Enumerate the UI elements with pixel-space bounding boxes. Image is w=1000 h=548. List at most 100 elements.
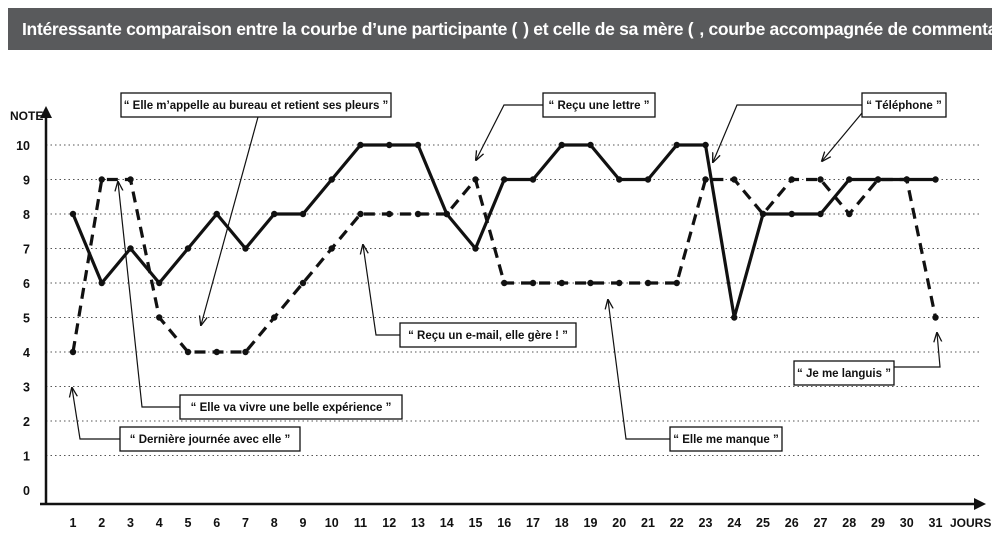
solid-series-point: [616, 176, 623, 183]
dashed-series-point: [616, 279, 623, 287]
x-tick-label: 1: [70, 516, 77, 530]
annotation-box: [542, 92, 656, 118]
x-tick-label: 25: [756, 516, 770, 530]
data-series: [69, 141, 939, 356]
x-tick-label: 26: [785, 516, 799, 530]
dashed-series-point: [558, 279, 565, 287]
annotation: “ Dernière journée avec elle ”: [72, 388, 301, 452]
solid-series-point: [271, 210, 278, 218]
annotation-arrow: [476, 104, 543, 160]
annotation-arrow: [363, 245, 400, 336]
x-tick-label: 6: [213, 516, 220, 530]
annotation-box: [793, 360, 895, 386]
x-tick-label: 7: [242, 516, 249, 530]
solid-series-point: [127, 245, 134, 252]
annotation-arrow: [118, 182, 180, 408]
x-tick-label: 29: [871, 516, 885, 530]
dashed-series-point: [386, 210, 393, 218]
solid-series-point: [817, 210, 824, 218]
x-tick-label: 12: [382, 516, 396, 530]
solid-series-point: [414, 141, 422, 149]
annotation-text: “ Reçu une lettre ”: [549, 100, 650, 112]
solid-series-point: [558, 141, 565, 149]
x-tick-label: 4: [156, 516, 163, 530]
x-tick-label: 8: [271, 516, 278, 530]
x-tick-label: 10: [325, 516, 339, 530]
solid-series-point: [673, 141, 680, 149]
x-tick-label: 31: [929, 516, 943, 530]
x-tick-label: 24: [727, 516, 741, 530]
solid-series-point: [788, 210, 795, 218]
annotation: “ Elle me manque ”: [608, 300, 783, 452]
annotation-arrow: [713, 104, 862, 162]
chart-title-part3: , courbe accompagnée de commentaires): [699, 18, 992, 39]
axes: [40, 106, 986, 510]
x-tick-label: 17: [526, 516, 540, 530]
annotation-text: “ Elle m’appelle au bureau et retient se…: [124, 100, 389, 112]
dashed-series-point: [328, 245, 335, 252]
x-tick-label: 30: [900, 516, 914, 530]
solid-series-point: [328, 176, 335, 183]
solid-series-point: [213, 210, 220, 218]
y-tick-label: 7: [23, 243, 30, 257]
x-tick-label: 2: [98, 516, 105, 530]
solid-series-point: [501, 176, 508, 183]
x-tick-label: 15: [469, 516, 483, 530]
x-tick-label: 23: [699, 516, 713, 530]
dashed-series-point: [702, 176, 709, 183]
x-tick-label: 16: [497, 516, 511, 530]
solid-series-point: [242, 245, 249, 252]
dashed-series-point: [903, 176, 910, 183]
y-tick-label: 10: [16, 139, 30, 153]
dashed-series-point: [156, 314, 163, 321]
y-tick-label: 0: [23, 484, 30, 498]
annotation: [822, 112, 863, 161]
dashed-series-point: [271, 314, 278, 321]
annotation-box: [669, 426, 783, 452]
y-axis-label: NOTE: [10, 109, 43, 123]
x-tick-label: 19: [584, 516, 598, 530]
solid-series-point: [846, 176, 853, 183]
chart-title-part1: Intéressante comparaison entre la courbe…: [22, 18, 518, 39]
solid-series-point: [644, 176, 652, 183]
dashed-series-point: [644, 279, 652, 287]
solid-series-point: [69, 210, 77, 218]
annotation-arrow: [608, 300, 670, 440]
annotations: “ Elle m’appelle au bureau et retient se…: [72, 92, 947, 452]
annotation-text: “ Elle me manque ”: [673, 434, 778, 446]
y-tick-label: 8: [23, 208, 30, 222]
x-tick-label: 28: [842, 516, 856, 530]
annotation-arrow: [201, 116, 259, 325]
dashed-series-point: [759, 210, 767, 218]
annotation-text: “ Reçu un e-mail, elle gère ! ”: [408, 330, 568, 342]
dashed-series-point: [242, 348, 249, 356]
dashed-series-point: [98, 176, 105, 183]
solid-series-point: [702, 141, 709, 149]
x-tick-label: 11: [354, 516, 367, 530]
solid-series-line: [71, 143, 936, 320]
annotation-box: [120, 92, 392, 118]
dashed-series-point: [846, 210, 853, 218]
dashed-series-point: [587, 279, 594, 287]
solid-series-point: [731, 314, 738, 321]
solid-series-point: [932, 176, 939, 183]
solid-series-point: [357, 141, 364, 149]
annotation-box: [861, 92, 947, 118]
dashed-series-point: [443, 210, 450, 218]
solid-series-point: [156, 279, 163, 287]
x-tick-label: 18: [555, 516, 569, 530]
annotation: “ Reçu une lettre ”: [476, 92, 656, 160]
annotation-text: “ Elle va vivre une belle expérience ”: [191, 402, 392, 414]
annotation-box: [399, 322, 577, 348]
solid-series-point: [529, 176, 537, 183]
x-tick-label: 13: [411, 516, 425, 530]
x-tick-label: 22: [670, 516, 684, 530]
dashed-series-point: [817, 176, 824, 183]
solid-series-point: [587, 141, 594, 149]
dashed-series-point: [213, 348, 220, 356]
x-tick-label: 21: [641, 516, 655, 530]
x-tick-label: 5: [185, 516, 192, 530]
annotation: “ Elle va vivre une belle expérience ”: [118, 182, 403, 420]
annotation: “ Téléphone ”: [713, 92, 947, 162]
